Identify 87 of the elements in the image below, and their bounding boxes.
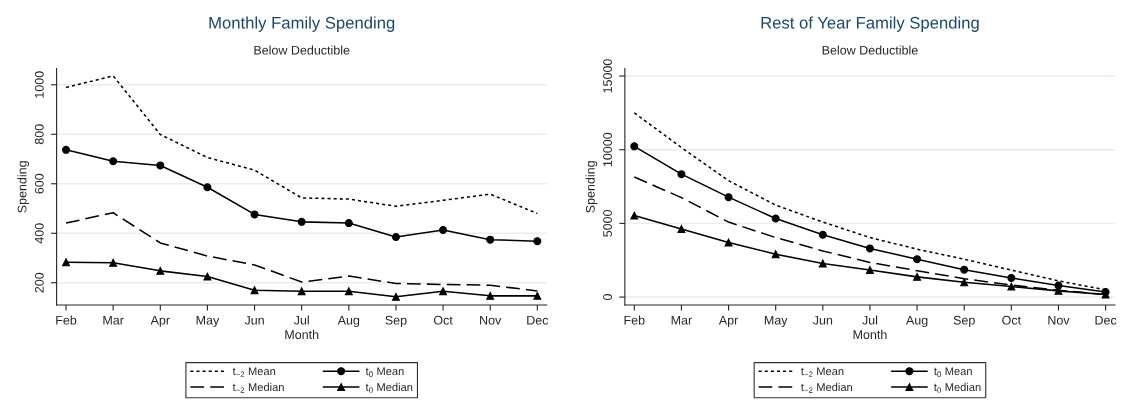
legend-label: t$_{−2}$ Median bbox=[232, 382, 284, 393]
legend-label: t$_{0}$ Mean bbox=[365, 367, 404, 377]
x-tick-label: Jul bbox=[293, 315, 309, 325]
legend-label: t$_{−2}$ Median bbox=[801, 382, 852, 393]
x-axis-title: Month bbox=[853, 329, 887, 340]
x-tick-label: Jul bbox=[862, 315, 878, 325]
point bbox=[771, 214, 780, 223]
point bbox=[724, 193, 733, 202]
y-axis-title: Spending bbox=[17, 161, 29, 213]
y-tick-label: 200 bbox=[34, 272, 44, 293]
point bbox=[533, 237, 542, 246]
point bbox=[297, 217, 306, 226]
point bbox=[344, 287, 353, 296]
point bbox=[486, 291, 495, 300]
point bbox=[865, 244, 874, 253]
point bbox=[203, 272, 212, 281]
y-tick-label: 0 bbox=[603, 294, 612, 301]
x-tick-label: Feb bbox=[624, 315, 645, 325]
legend-label: t$_{0}$ Median bbox=[365, 382, 413, 393]
point bbox=[297, 287, 306, 296]
point bbox=[913, 255, 922, 264]
point bbox=[677, 170, 686, 179]
x-tick-label: Sep bbox=[953, 315, 975, 328]
x-tick-label: Dec bbox=[1095, 315, 1117, 325]
point bbox=[156, 266, 165, 275]
y-tick-label: 5000 bbox=[603, 209, 612, 237]
x-tick-label: Aug bbox=[337, 315, 360, 328]
x-tick-label: Oct bbox=[1002, 315, 1021, 325]
x-tick-label: Mar bbox=[671, 315, 692, 325]
point bbox=[818, 230, 827, 239]
y-axis-title: Spending bbox=[585, 161, 598, 213]
point bbox=[203, 183, 212, 192]
point bbox=[630, 142, 639, 151]
point bbox=[250, 286, 259, 295]
point bbox=[533, 291, 542, 300]
chart-subtitle: Below Deductible bbox=[254, 45, 350, 55]
x-tick-label: Apr bbox=[150, 315, 170, 328]
x-tick-label: May bbox=[196, 315, 220, 328]
legend-label: t$_{−2}$ Mean bbox=[232, 367, 276, 377]
legend-label: t$_{0}$ Mean bbox=[934, 367, 972, 377]
point bbox=[771, 250, 780, 259]
x-tick-label: Apr bbox=[718, 315, 739, 328]
x-tick-label: Jun bbox=[812, 315, 833, 325]
point bbox=[391, 292, 400, 301]
x-tick-label: Dec bbox=[527, 315, 549, 325]
point bbox=[62, 145, 71, 154]
line-series bbox=[65, 75, 539, 215]
point bbox=[818, 259, 827, 268]
y-tick-label: 600 bbox=[34, 173, 44, 194]
x-tick-label: Nov bbox=[480, 315, 502, 325]
point bbox=[960, 278, 969, 287]
y-tick-label: 800 bbox=[34, 124, 44, 145]
point bbox=[1007, 273, 1016, 282]
point bbox=[865, 265, 874, 274]
point bbox=[109, 258, 118, 267]
x-tick-label: Aug bbox=[905, 315, 928, 328]
chart-title: Monthly Family Spending bbox=[209, 16, 395, 32]
point bbox=[250, 210, 259, 219]
x-tick-label: Nov bbox=[1048, 315, 1070, 325]
x-tick-label: Sep bbox=[385, 315, 407, 328]
point bbox=[344, 219, 353, 228]
point bbox=[677, 225, 686, 233]
point bbox=[724, 238, 733, 247]
y-tick-label: 15000 bbox=[603, 59, 612, 93]
point bbox=[486, 235, 495, 244]
y-tick-label: 400 bbox=[34, 223, 44, 244]
point bbox=[439, 226, 448, 235]
point bbox=[439, 287, 448, 296]
chart-title: Rest of Year Family Spending bbox=[761, 16, 979, 32]
y-tick-label: 10000 bbox=[603, 132, 612, 167]
point bbox=[960, 265, 969, 274]
y-tick-label: 1000 bbox=[34, 71, 44, 98]
x-axis-title: Month bbox=[285, 329, 319, 340]
legend-label: t$_{0}$ Median bbox=[934, 382, 981, 393]
x-tick-label: Mar bbox=[103, 315, 124, 325]
x-tick-label: Oct bbox=[433, 315, 453, 325]
point bbox=[156, 161, 165, 170]
x-tick-label: Jun bbox=[244, 315, 264, 325]
point bbox=[630, 211, 639, 220]
chart-subtitle: Below Deductible bbox=[822, 45, 918, 55]
point bbox=[913, 272, 922, 281]
x-tick-label: May bbox=[764, 315, 788, 328]
legend-label: t$_{−2}$ Mean bbox=[801, 367, 844, 377]
point bbox=[109, 157, 118, 166]
x-tick-label: Feb bbox=[56, 315, 77, 325]
point bbox=[391, 232, 400, 241]
point bbox=[1007, 282, 1016, 291]
